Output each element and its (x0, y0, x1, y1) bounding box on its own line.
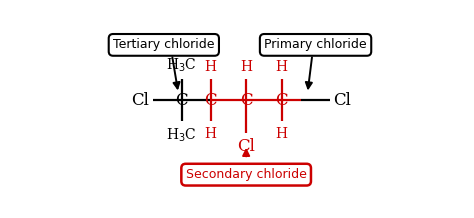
Text: H: H (276, 127, 288, 141)
Text: Primary chloride: Primary chloride (264, 38, 367, 51)
Text: H$_3$C: H$_3$C (166, 56, 197, 74)
Text: Cl: Cl (333, 92, 351, 109)
Text: C: C (275, 92, 288, 109)
Text: C: C (204, 92, 217, 109)
Text: C: C (240, 92, 253, 109)
Text: Cl: Cl (131, 92, 149, 109)
Text: H: H (240, 60, 252, 74)
Text: H: H (205, 60, 217, 74)
Text: Secondary chloride: Secondary chloride (186, 168, 307, 181)
Text: H$_3$C: H$_3$C (166, 127, 197, 144)
Text: Cl: Cl (237, 138, 255, 155)
Text: C: C (175, 92, 188, 109)
Text: H: H (205, 127, 217, 141)
Text: Tertiary chloride: Tertiary chloride (113, 38, 215, 51)
Text: H: H (276, 60, 288, 74)
